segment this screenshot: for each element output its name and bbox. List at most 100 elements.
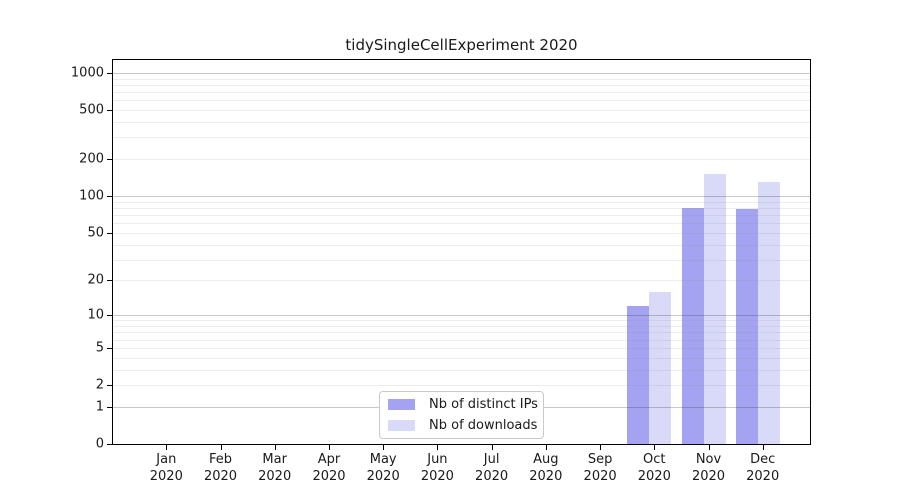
x-tick-mark-oct bbox=[654, 445, 656, 450]
x-tick-month: Sep bbox=[587, 452, 613, 467]
x-tick-month: Feb bbox=[208, 452, 233, 467]
bar-downloads-oct bbox=[649, 291, 672, 444]
grid-layer bbox=[113, 60, 810, 444]
gridline-700 bbox=[113, 92, 810, 93]
bar-downloads-dec bbox=[757, 182, 780, 444]
x-tick-year: 2020 bbox=[583, 469, 617, 484]
y-tick-mark-2 bbox=[107, 385, 112, 386]
y-tick-mark-500 bbox=[107, 110, 112, 111]
y-tick-mark-0 bbox=[107, 444, 112, 445]
gridline-3 bbox=[113, 369, 810, 371]
gridline-900 bbox=[113, 78, 810, 80]
x-tick-mark-jun bbox=[437, 445, 439, 450]
gridline-30 bbox=[113, 259, 810, 261]
x-tick-month: Jul bbox=[483, 452, 500, 467]
gridline-800 bbox=[113, 84, 810, 86]
gridline-300 bbox=[113, 137, 810, 139]
x-tick-mark-apr bbox=[329, 445, 330, 450]
gridline-200 bbox=[113, 159, 810, 161]
x-tick-year: 2020 bbox=[149, 469, 183, 484]
chart-title: tidySingleCellExperiment 2020 bbox=[345, 36, 578, 54]
gridline-50 bbox=[113, 232, 810, 234]
x-tick-label-dec: Dec 2020 bbox=[731, 451, 795, 485]
gridline-90 bbox=[113, 201, 810, 203]
y-tick-mark-5 bbox=[107, 347, 112, 349]
legend-item-distinct-ips: Nb of distinct IPs bbox=[388, 397, 543, 412]
x-tick-mark-sep bbox=[600, 445, 602, 450]
legend-swatch-downloads bbox=[388, 420, 415, 431]
x-tick-year: 2020 bbox=[258, 469, 292, 484]
y-tick-label-200: 200 bbox=[79, 151, 104, 167]
gridline-6 bbox=[113, 339, 810, 341]
gridline-400 bbox=[113, 122, 810, 123]
y-tick-label-2: 2 bbox=[95, 377, 104, 393]
y-tick-label-100: 100 bbox=[79, 188, 104, 204]
x-tick-label-feb: Feb 2020 bbox=[189, 451, 253, 485]
gridline-100 bbox=[113, 196, 810, 198]
x-tick-month: Mar bbox=[262, 452, 287, 467]
y-tick-mark-20 bbox=[107, 280, 112, 282]
x-tick-label-jan: Jan 2020 bbox=[134, 451, 198, 485]
x-tick-mark-jul bbox=[491, 445, 493, 450]
legend: Nb of distinct IPs Nb of downloads bbox=[379, 391, 544, 439]
x-tick-month: Jan bbox=[156, 452, 177, 467]
gridline-2 bbox=[113, 385, 810, 386]
x-tick-label-aug: Aug 2020 bbox=[514, 451, 578, 485]
x-tick-label-apr: Apr 2020 bbox=[297, 451, 361, 485]
legend-swatch-distinct-ips bbox=[388, 399, 415, 410]
x-tick-mark-dec bbox=[762, 445, 764, 450]
x-tick-month: Apr bbox=[317, 452, 341, 467]
y-tick-label-20: 20 bbox=[87, 272, 104, 288]
bar-distinct-ips-dec bbox=[735, 208, 758, 444]
y-tick-mark-1 bbox=[107, 406, 112, 408]
legend-label-distinct-ips: Nb of distinct IPs bbox=[429, 397, 538, 412]
x-tick-year: 2020 bbox=[746, 469, 780, 484]
x-tick-label-nov: Nov 2020 bbox=[677, 451, 741, 485]
x-tick-year: 2020 bbox=[366, 469, 400, 484]
gridline-1000 bbox=[113, 72, 810, 74]
gridline-80 bbox=[113, 207, 810, 209]
x-tick-mark-mar bbox=[274, 445, 276, 450]
x-tick-mark-may bbox=[383, 445, 385, 450]
gridline-9 bbox=[113, 320, 810, 322]
gridline-40 bbox=[113, 244, 810, 246]
x-tick-month: Dec bbox=[750, 452, 776, 467]
y-tick-label-5: 5 bbox=[95, 340, 104, 356]
y-tick-mark-50 bbox=[107, 232, 112, 234]
legend-item-downloads: Nb of downloads bbox=[388, 418, 543, 433]
y-tick-mark-1000 bbox=[107, 72, 112, 74]
x-tick-month: Jun bbox=[427, 452, 448, 467]
x-tick-label-may: May 2020 bbox=[351, 451, 415, 485]
x-tick-mark-aug bbox=[545, 445, 547, 450]
x-tick-label-mar: Mar 2020 bbox=[243, 451, 307, 485]
gridline-4 bbox=[113, 357, 810, 359]
gridline-70 bbox=[113, 215, 810, 216]
y-tick-mark-100 bbox=[107, 196, 112, 198]
x-tick-year: 2020 bbox=[691, 469, 726, 484]
bar-distinct-ips-oct bbox=[627, 306, 650, 444]
legend-label-downloads: Nb of downloads bbox=[429, 418, 538, 433]
x-tick-mark-jan bbox=[166, 445, 168, 450]
plot-area bbox=[112, 59, 811, 445]
gridline-600 bbox=[113, 100, 810, 102]
gridline-8 bbox=[113, 326, 810, 327]
y-tick-label-10: 10 bbox=[87, 307, 104, 323]
bar-distinct-ips-nov bbox=[681, 207, 704, 444]
x-tick-label-oct: Oct 2020 bbox=[622, 451, 686, 485]
bar-downloads-nov bbox=[703, 174, 726, 444]
x-tick-year: 2020 bbox=[475, 469, 509, 484]
y-tick-mark-200 bbox=[107, 159, 112, 161]
x-tick-year: 2020 bbox=[312, 469, 346, 484]
x-tick-label-jun: Jun 2020 bbox=[405, 451, 469, 485]
gridline-5 bbox=[113, 347, 810, 349]
x-tick-year: 2020 bbox=[529, 469, 563, 484]
bars-layer bbox=[113, 60, 810, 444]
gridline-10 bbox=[113, 315, 810, 317]
y-tick-label-0: 0 bbox=[95, 436, 104, 452]
gridline-7 bbox=[113, 332, 810, 334]
gridline-500 bbox=[113, 110, 810, 111]
x-tick-month: Nov bbox=[695, 452, 722, 467]
x-tick-label-jul: Jul 2020 bbox=[460, 451, 524, 485]
gridline-60 bbox=[113, 223, 810, 225]
